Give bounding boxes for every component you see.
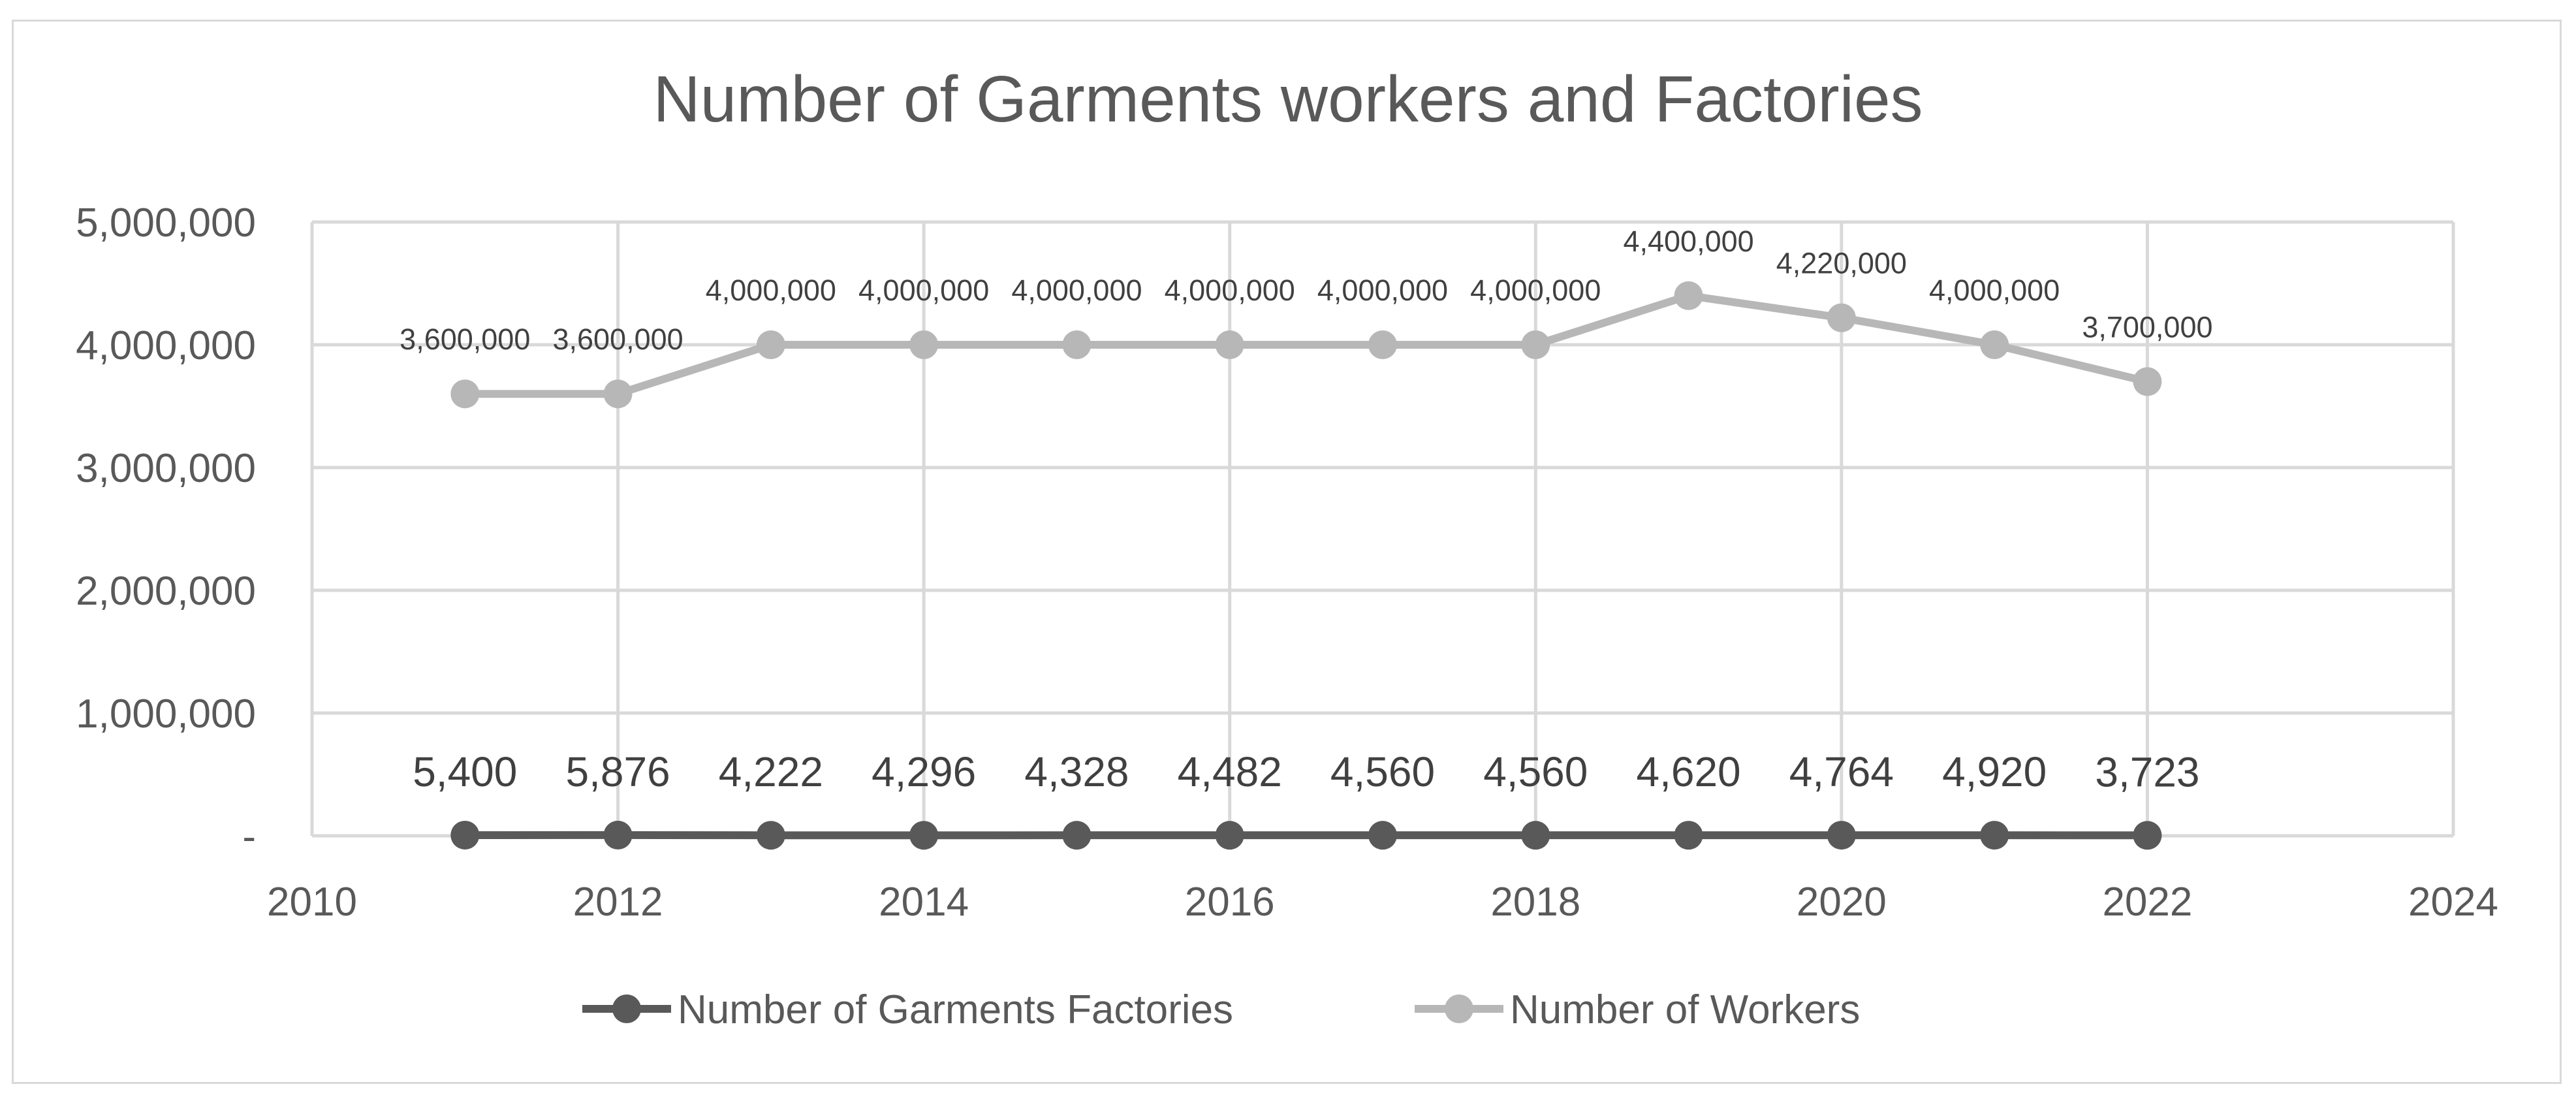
y-tick-label: 5,000,000 [76,200,256,246]
data-label: 4,560 [1483,748,1588,795]
data-point [756,821,785,850]
data-point [909,330,939,359]
data-label: 4,560 [1330,748,1435,795]
data-label: 4,000,000 [1929,274,2060,307]
data-label: 4,920 [1942,748,2047,795]
y-tick-label: - [242,814,256,859]
legend-label: Number of Workers [1510,987,1860,1032]
data-point [603,379,633,409]
data-point [1521,821,1550,850]
data-label: 4,000,000 [858,274,989,307]
x-tick-label: 2010 [267,880,357,925]
data-point [909,821,939,850]
legend-marker [1445,994,1473,1023]
data-point [1674,281,1703,310]
y-tick-label: 1,000,000 [76,692,256,737]
legend-label: Number of Garments Factories [678,987,1233,1032]
data-point [756,330,785,359]
y-tick-label: 2,000,000 [76,569,256,614]
data-point [450,820,480,850]
data-label: 4,000,000 [1165,274,1295,307]
data-label: 4,000,000 [1317,274,1448,307]
data-label: 4,328 [1024,748,1129,795]
data-point [1368,821,1397,850]
data-label: 5,876 [565,748,670,795]
data-point [1827,303,1856,332]
chart-frame [12,20,2562,1084]
data-point [2133,367,2162,396]
data-point [1827,821,1856,850]
data-point [1980,330,2009,359]
y-tick-label: 3,000,000 [76,446,256,491]
series-line [465,291,2148,398]
data-label: 4,764 [1789,748,1894,795]
data-point [1521,330,1550,359]
data-point [603,820,633,850]
x-tick-label: 2020 [1797,880,1887,925]
data-label: 4,222 [719,748,823,795]
data-point [1674,821,1703,850]
data-label: 4,220,000 [1776,247,1907,280]
chart-title: Number of Garments workers and Factories [653,63,1923,136]
legend-marker [612,994,641,1023]
x-tick-label: 2024 [2408,880,2498,925]
data-label: 3,700,000 [2082,310,2212,343]
data-label: 4,482 [1178,748,1282,795]
data-point [1215,330,1244,359]
x-tick-label: 2016 [1185,880,1275,925]
data-label: 3,723 [2095,748,2199,795]
y-tick-label: 4,000,000 [76,323,256,368]
data-label: 4,000,000 [706,274,836,307]
x-tick-label: 2022 [2102,880,2192,925]
data-label: 4,620 [1636,748,1740,795]
data-point [1980,821,2009,850]
x-tick-label: 2012 [573,880,663,925]
data-point [1215,821,1244,850]
x-tick-label: 2014 [879,880,969,925]
data-label: 5,400 [413,748,517,795]
data-point [450,379,480,409]
data-point [2133,821,2162,850]
data-label: 3,600,000 [552,323,683,356]
data-label: 4,296 [872,748,976,795]
data-point [1062,330,1092,359]
data-label: 3,600,000 [400,323,530,356]
data-label: 4,000,000 [1470,274,1601,307]
data-point [1062,821,1092,850]
data-label: 4,400,000 [1623,225,1753,258]
data-point [1368,330,1397,359]
data-label: 4,000,000 [1011,274,1142,307]
x-tick-label: 2018 [1490,880,1580,925]
